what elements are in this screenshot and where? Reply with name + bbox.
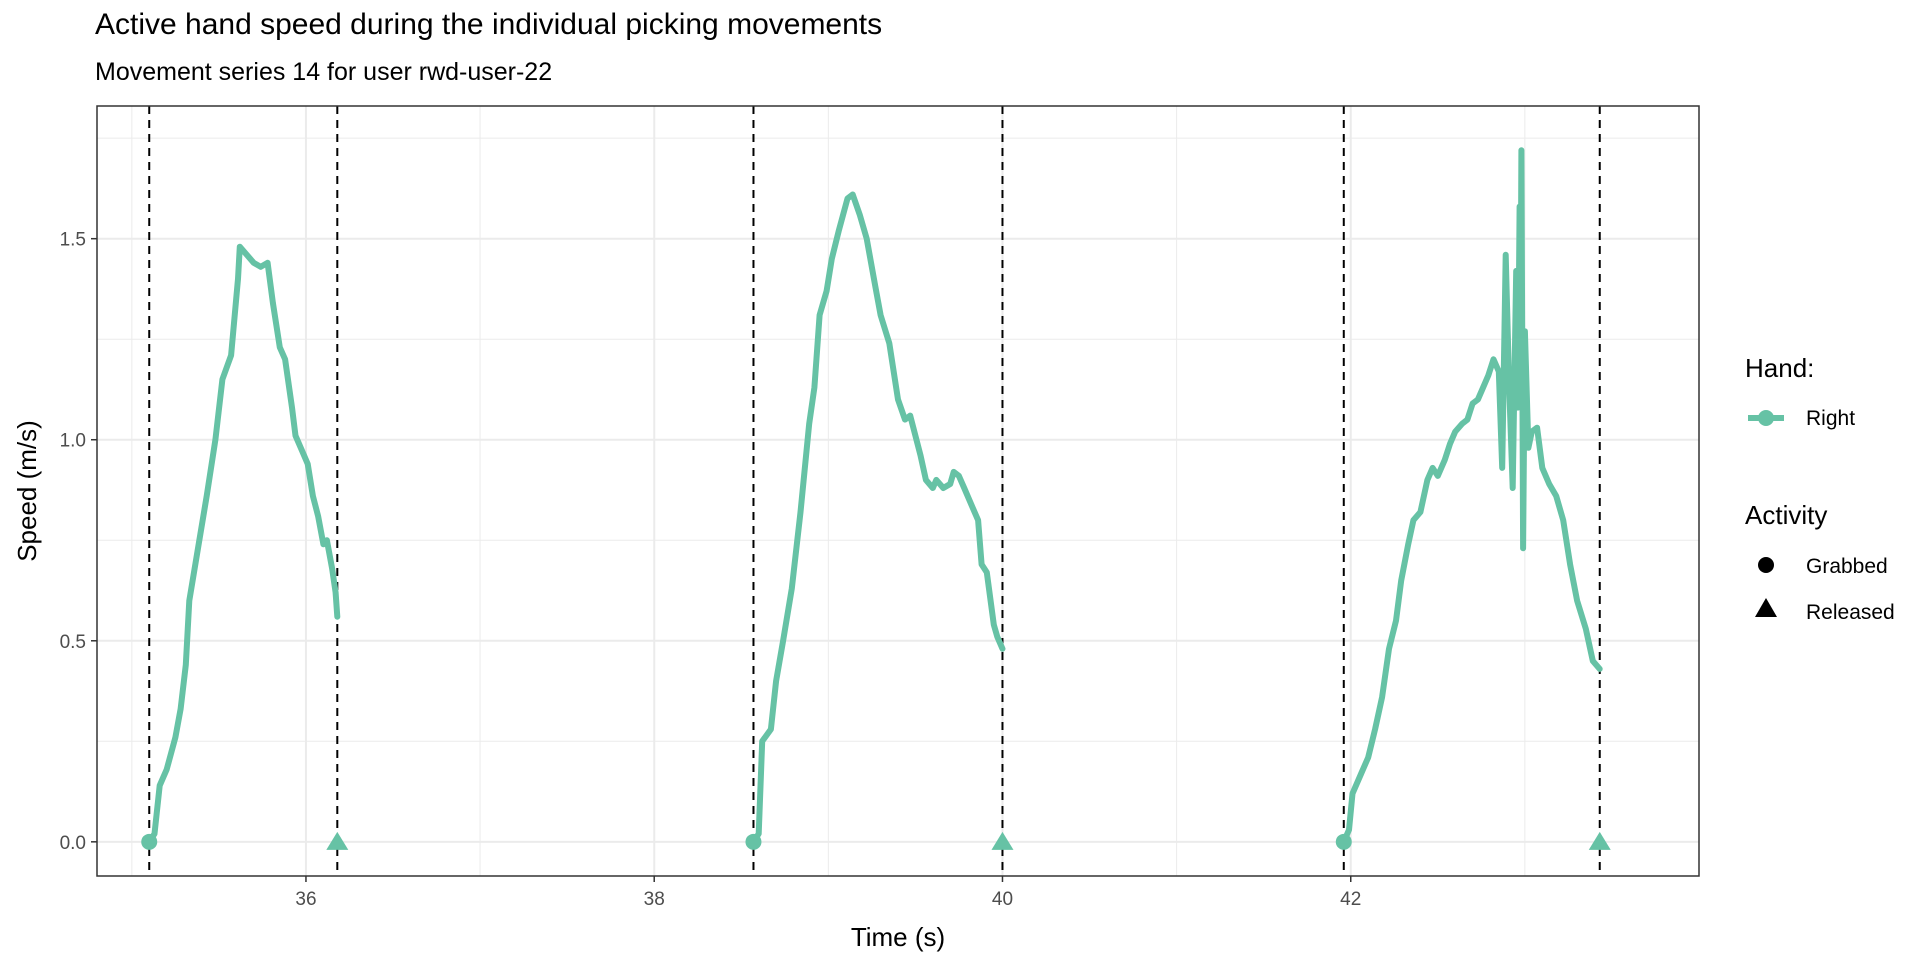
marker-grabbed (745, 833, 762, 850)
legend-key-circle-grabbed (1758, 557, 1774, 573)
y-tick-label: 1.5 (60, 230, 86, 251)
legend-activity-label-released: Released (1806, 601, 1895, 624)
x-tick-label: 42 (1340, 889, 1361, 910)
legend-hand-title: Hand: (1745, 353, 1815, 383)
legend-activity-label-grabbed: Grabbed (1806, 555, 1888, 578)
series-lines (146, 147, 1603, 845)
event-markers (141, 831, 1611, 850)
plot-border (96, 105, 1700, 877)
chart-title: Active hand speed during the individual … (95, 8, 883, 41)
x-axis-title: Time (s) (851, 922, 945, 952)
y-tick-label: 0.0 (60, 833, 86, 854)
marker-released (326, 831, 349, 850)
marker-grabbed (141, 833, 158, 850)
event-vertical-lines (148, 106, 1601, 876)
legend-key-dot-right (1758, 410, 1774, 426)
marker-released (1588, 831, 1611, 850)
y-axis-title: Speed (m/s) (12, 420, 42, 562)
legend-keys (1748, 410, 1784, 617)
y-axis: 0.0 0.5 1.0 1.5 (60, 230, 97, 854)
x-tick-label: 36 (295, 889, 316, 910)
x-tick-label: 38 (644, 889, 665, 910)
series-line-right (750, 191, 1006, 845)
x-axis: 36 38 40 42 (295, 876, 1361, 910)
marker-released (991, 831, 1014, 850)
legend-key-triangle-released (1755, 598, 1777, 617)
y-tick-label: 0.5 (60, 632, 86, 653)
legend-hand-label-right: Right (1806, 407, 1856, 430)
plot-panel (97, 106, 1699, 876)
chart-subtitle: Movement series 14 for user rwd-user-22 (95, 58, 553, 86)
y-tick-label: 1.0 (60, 431, 86, 452)
x-tick-label: 40 (992, 889, 1013, 910)
series-line-right (1340, 147, 1603, 845)
series-line-right (146, 243, 341, 845)
legend-activity-title: Activity (1745, 500, 1828, 530)
marker-grabbed (1335, 833, 1352, 850)
